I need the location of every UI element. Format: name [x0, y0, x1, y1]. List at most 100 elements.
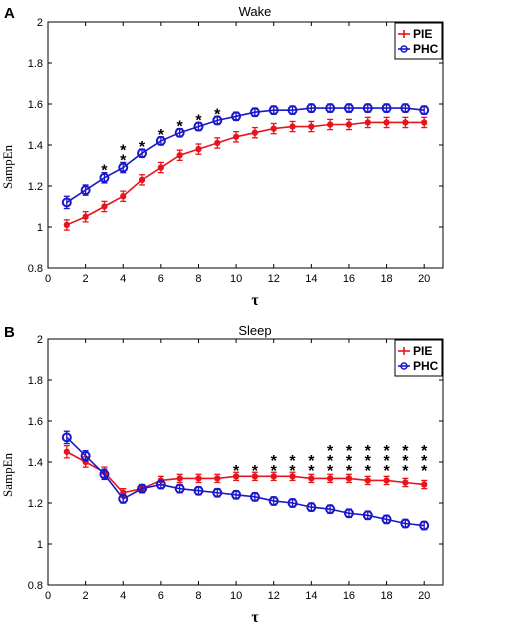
data-point-pie [176, 475, 183, 482]
significance-star: * [120, 142, 127, 159]
significance-star: * [271, 453, 278, 470]
data-point-pie [364, 119, 371, 126]
significance-star: * [214, 106, 221, 123]
significance-star: * [252, 463, 259, 480]
data-point-phc [155, 135, 166, 146]
data-point-pie [308, 475, 315, 482]
data-point-pie [139, 176, 146, 183]
data-point-pie [63, 448, 70, 455]
y-tick-label: 1 [37, 222, 43, 234]
data-point-phc [212, 115, 223, 126]
significance-star: * [308, 453, 315, 470]
legend-marker-phc [400, 362, 408, 370]
panel-label-a: A [4, 5, 15, 22]
data-point-pie [402, 479, 409, 486]
legend-label-phc: PHC [413, 359, 439, 373]
x-tick-label: 6 [158, 590, 164, 602]
data-point-pie [195, 146, 202, 153]
data-point-pie [176, 152, 183, 159]
data-point-phc [99, 469, 110, 480]
significance-star: * [365, 453, 372, 470]
data-point-pie [251, 473, 258, 480]
significance-star: * [421, 463, 428, 480]
data-point-pie [421, 119, 428, 126]
x-tick-label: 10 [230, 590, 242, 602]
data-point-phc [343, 508, 354, 519]
x-tick-label: 12 [268, 273, 280, 285]
x-axis-label-a: τ [251, 292, 259, 309]
x-tick-label: 4 [120, 273, 126, 285]
data-point-phc [249, 107, 260, 118]
data-point-phc [343, 103, 354, 114]
data-point-phc [362, 510, 373, 521]
data-point-phc [231, 489, 242, 500]
y-axis-label-b: SampEn [0, 452, 15, 497]
data-point-phc [419, 105, 430, 116]
data-point-phc [306, 103, 317, 114]
data-point-pie [63, 221, 70, 228]
data-point-pie [345, 121, 352, 128]
data-point-phc [80, 185, 91, 196]
data-point-pie [233, 473, 240, 480]
series-line-pie [66, 451, 425, 494]
significance-star: * [365, 463, 372, 480]
y-tick-label: 2 [37, 17, 43, 29]
legend-box [394, 339, 443, 377]
significance-star: * [120, 152, 127, 169]
significance-star: * [383, 453, 390, 470]
significance-star: * [158, 127, 165, 144]
plot-b: 0 2 4 6 8 10 12 14 16 18 200.811.21.41.61.82* * ****… [28, 334, 444, 602]
legend-label-phc: PHC [413, 42, 439, 56]
data-point-pie [82, 213, 89, 220]
data-point-pie [383, 119, 390, 126]
data-point-phc [400, 103, 411, 114]
legend-marker-phc [400, 45, 408, 53]
significance-star: * [271, 463, 278, 480]
series-line-pie [66, 121, 425, 226]
chart-title-a: Wake [239, 4, 272, 19]
chart-title-b: Sleep [238, 323, 271, 338]
x-tick-label: 8 [195, 273, 201, 285]
data-point-pie [214, 475, 221, 482]
legend-label-pie: PIE [413, 27, 432, 41]
significance-star: * [195, 112, 202, 129]
x-tick-label: 20 [418, 273, 430, 285]
data-point-phc [174, 483, 185, 494]
x-tick-label: 8 [195, 590, 201, 602]
data-point-phc [137, 148, 148, 159]
y-tick-label: 1.4 [28, 140, 43, 152]
significance-star: * [139, 139, 146, 156]
y-tick-label: 1.6 [28, 99, 43, 111]
x-tick-label: 2 [83, 273, 89, 285]
plot-a: 0 2 4 6 8 10 12 14 16 18 200.811.21.41.61.82*** ** *… [28, 17, 444, 285]
x-tick-label: 18 [380, 273, 392, 285]
data-point-pie [233, 133, 240, 140]
significance-star: * [289, 463, 296, 480]
x-tick-label: 0 [45, 273, 51, 285]
significance-star: * [327, 443, 334, 460]
x-tick-label: 2 [83, 590, 89, 602]
y-tick-label: 1.2 [28, 181, 43, 193]
data-point-phc [61, 197, 72, 208]
data-point-pie [120, 193, 127, 200]
data-point-pie [289, 473, 296, 480]
legend-label-pie: PIE [413, 344, 432, 358]
data-point-phc [174, 127, 185, 138]
y-tick-label: 2 [37, 334, 43, 346]
y-tick-label: 0.8 [28, 580, 43, 592]
y-tick-label: 1 [37, 539, 43, 551]
data-point-phc [306, 502, 317, 513]
data-point-phc [193, 485, 204, 496]
data-point-phc [268, 495, 279, 506]
significance-star: * [402, 453, 409, 470]
x-tick-label: 18 [380, 590, 392, 602]
x-tick-label: 16 [343, 590, 355, 602]
x-tick-label: 14 [305, 273, 317, 285]
significance-star: * [289, 453, 296, 470]
significance-star: * [421, 453, 428, 470]
significance-star: * [402, 463, 409, 480]
legend-box [394, 22, 443, 60]
data-point-phc [212, 487, 223, 498]
significance-star: * [421, 443, 428, 460]
